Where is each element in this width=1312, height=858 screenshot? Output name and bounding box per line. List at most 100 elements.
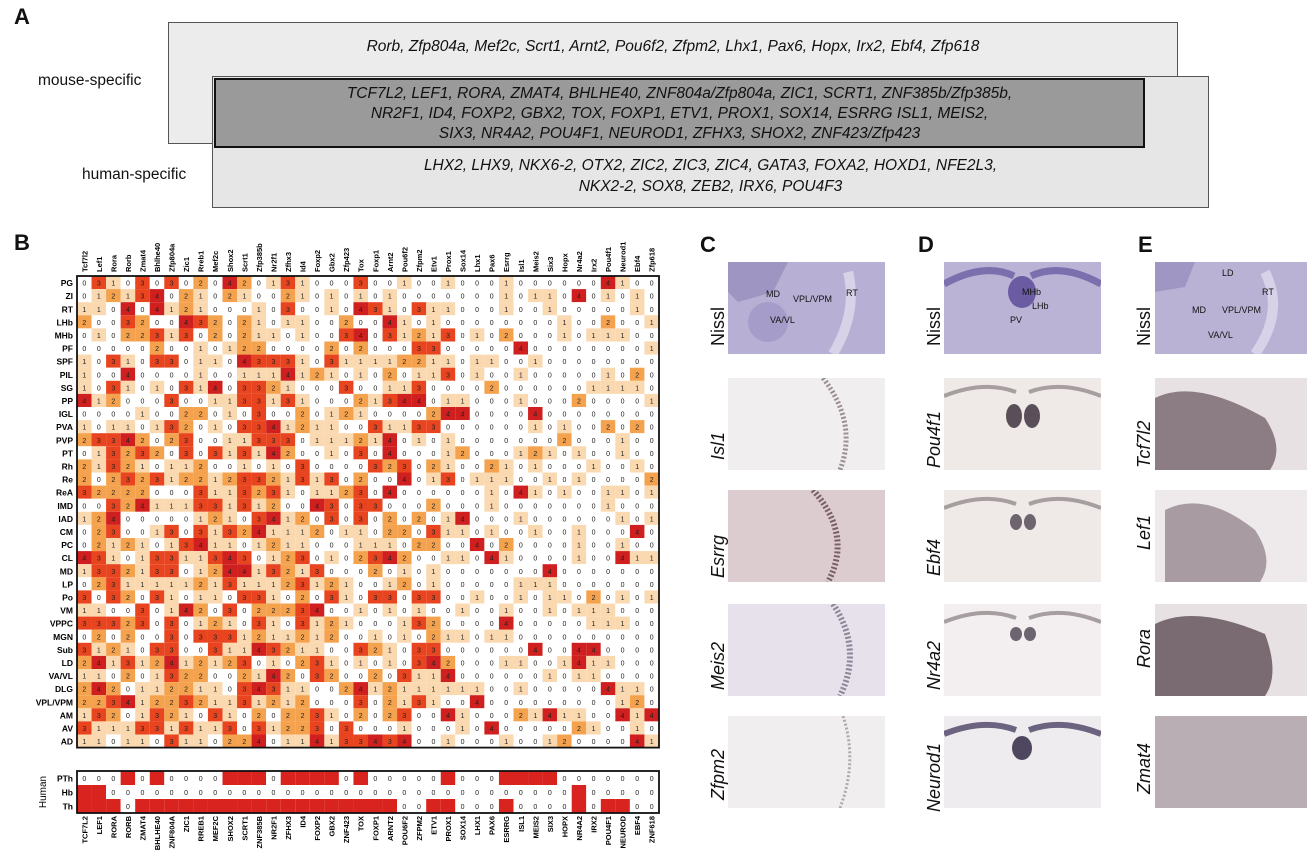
panel-label-e: E [1138,232,1153,257]
heatmap-cell [309,341,325,355]
human-heatmap-cell-value: 0 [126,790,130,797]
heatmap-cell-value: 1 [199,294,203,301]
heatmap-cell-value: 0 [213,464,217,471]
heatmap-cell [542,642,558,656]
heatmap-cell [513,459,529,473]
heatmap-cell-value: 0 [490,294,494,301]
heatmap-cell-value: 0 [344,451,348,458]
heatmap-cell-value: 0 [650,372,654,379]
heatmap-cell-value: 1 [330,372,334,379]
heatmap-cell-value: 1 [650,320,654,327]
heatmap-cell [77,341,92,355]
heatmap-cell-value: 4 [82,398,86,405]
heatmap-cell [77,276,92,290]
heatmap-cell [542,289,558,303]
heatmap-cell-value: 3 [97,713,101,720]
heatmap-cell [164,551,179,565]
heatmap-cell-value: 0 [548,438,552,445]
heatmap-cell [280,289,296,303]
human-heatmap-cell-value: 0 [592,804,596,811]
heatmap-cell [498,603,514,617]
human-heatmap-cell [440,785,456,799]
heatmap-cell [222,407,238,421]
heatmap-cell [251,616,267,630]
heatmap-cell-value: 1 [446,687,450,694]
heatmap-cell [120,629,136,643]
heatmap-cell-value: 0 [548,503,552,510]
heatmap-cell [455,642,470,656]
heatmap-cell-value: 0 [330,687,334,694]
heatmap-cell [629,603,645,617]
heatmap-cell-value: 0 [373,621,377,628]
heatmap-cell-value: 4 [548,713,552,720]
heatmap-cell [193,642,208,656]
heatmap-cell [164,577,179,591]
heatmap-cell [338,734,354,748]
heatmap-cell-value: 0 [315,464,319,471]
heatmap-cell-value: 1 [344,582,348,589]
heatmap-cell-value: 0 [432,516,436,523]
heatmap-cell [629,328,645,342]
heatmap-cell [528,734,543,748]
heatmap-cell [207,682,223,696]
heatmap-cell-value: 0 [242,307,246,314]
ish-image-e-2 [1155,490,1307,582]
heatmap-cell-value: 1 [490,529,494,536]
heatmap-cell [135,485,150,499]
heatmap-cell-value: 3 [257,425,261,432]
heatmap-cell-value: 2 [170,438,174,445]
heatmap-cell [382,721,398,735]
heatmap-cell-value: 3 [257,398,261,405]
heatmap-cell [368,682,383,696]
heatmap-cell-value: 0 [228,372,232,379]
heatmap-cell [295,341,310,355]
heatmap-cell-value: 4 [577,660,581,667]
heatmap-cell-value: 1 [199,621,203,628]
heatmap-cell [455,577,470,591]
human-heatmap-cell-value: 0 [475,776,479,783]
heatmap-cell-value: 0 [577,346,581,353]
heatmap-cell [338,354,354,368]
human-heatmap-cell [571,771,587,785]
heatmap-cell [498,407,514,421]
heatmap-cell-value: 1 [199,385,203,392]
human-heatmap-col-label: ESRRG [502,816,511,843]
heatmap-cell [615,616,630,630]
heatmap-cell [542,341,558,355]
heatmap-cell [615,564,630,578]
heatmap-cell-value: 1 [82,569,86,576]
heatmap-cell [484,511,499,525]
heatmap-cell [237,616,252,630]
human-heatmap-cell [207,771,223,785]
heatmap-cell-value: 3 [170,398,174,405]
heatmap-cell-value: 0 [330,700,334,707]
heatmap-cell [251,289,267,303]
heatmap-cell [207,459,223,473]
heatmap-cell [280,564,296,578]
heatmap-cell-value: 1 [184,464,188,471]
heatmap-cell [237,734,252,748]
heatmap-cell-value: 0 [155,608,159,615]
heatmap-cell-value: 1 [141,687,145,694]
heatmap-cell [629,354,645,368]
heatmap-cell-value: 0 [621,359,625,366]
heatmap-cell-value: 1 [257,503,261,510]
heatmap-cell [498,341,514,355]
heatmap-cell [237,302,252,316]
human-heatmap-cell [382,785,398,799]
heatmap-cell-value: 0 [519,412,523,419]
heatmap-cell [222,328,238,342]
heatmap-cell [397,407,412,421]
heatmap-cell [557,669,572,683]
heatmap-cell-value: 3 [417,595,421,602]
heatmap-cell [440,511,456,525]
heatmap-cell [91,629,107,643]
heatmap-cell-value: 2 [126,569,130,576]
heatmap-cell [106,446,121,460]
heatmap-cell-value: 1 [432,582,436,589]
heatmap-col-label: Zmat4 [138,249,147,272]
heatmap-cell [615,302,630,316]
heatmap-cell-value: 1 [635,687,639,694]
heatmap-cell-value: 0 [388,621,392,628]
heatmap-cell-value: 1 [373,398,377,405]
